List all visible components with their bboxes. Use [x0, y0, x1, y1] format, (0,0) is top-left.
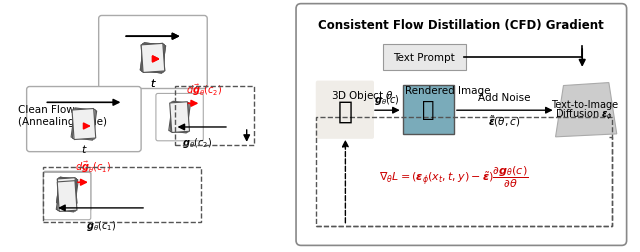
Polygon shape [58, 178, 77, 205]
FancyBboxPatch shape [44, 172, 91, 211]
Polygon shape [56, 177, 77, 205]
Text: Text Prompt: Text Prompt [394, 53, 455, 63]
Polygon shape [72, 109, 95, 140]
Polygon shape [140, 44, 166, 74]
Text: Clean Flow
(Annealing Time): Clean Flow (Annealing Time) [18, 105, 107, 127]
Polygon shape [140, 44, 166, 74]
Polygon shape [141, 44, 164, 73]
FancyBboxPatch shape [44, 173, 91, 220]
FancyBboxPatch shape [316, 81, 374, 139]
Text: $\nabla_\theta L = (\boldsymbol{\epsilon}_\phi(x_t, t, y) - \tilde{\boldsymbol{\: $\nabla_\theta L = (\boldsymbol{\epsilon… [380, 164, 529, 189]
Polygon shape [72, 109, 96, 140]
Text: Rendered Image: Rendered Image [404, 85, 490, 95]
Text: t: t [151, 78, 155, 88]
Text: $d\vec{\boldsymbol{g}}_\theta(c_1)$: $d\vec{\boldsymbol{g}}_\theta(c_1)$ [75, 159, 111, 175]
Text: t: t [82, 144, 86, 154]
Polygon shape [56, 177, 77, 205]
Text: 🏠: 🏠 [338, 99, 353, 123]
FancyBboxPatch shape [27, 87, 141, 152]
Text: $\tilde{\boldsymbol{\epsilon}}(\theta, c)$: $\tilde{\boldsymbol{\epsilon}}(\theta, c… [488, 115, 520, 129]
Polygon shape [170, 102, 189, 133]
Text: t: t [151, 78, 155, 88]
Text: $\boldsymbol{g}_\theta(c)$: $\boldsymbol{g}_\theta(c)$ [374, 93, 399, 107]
FancyBboxPatch shape [99, 16, 207, 89]
Text: Text-to-Image: Text-to-Image [550, 100, 618, 110]
Polygon shape [141, 45, 164, 73]
Text: $\boldsymbol{g}_\theta(c_1)$: $\boldsymbol{g}_\theta(c_1)$ [86, 218, 116, 232]
Polygon shape [58, 181, 77, 211]
Polygon shape [141, 44, 164, 73]
Polygon shape [58, 178, 76, 204]
FancyBboxPatch shape [403, 85, 454, 134]
Text: Consistent Flow Distillation (CFD) Gradient: Consistent Flow Distillation (CFD) Gradi… [319, 19, 604, 32]
Polygon shape [169, 102, 191, 134]
Polygon shape [56, 180, 78, 212]
Text: 🏠: 🏠 [422, 100, 435, 120]
Text: Diffusion $\boldsymbol{\epsilon}_\phi$: Diffusion $\boldsymbol{\epsilon}_\phi$ [555, 108, 613, 122]
Text: $\boldsymbol{g}_\theta(c_2)$: $\boldsymbol{g}_\theta(c_2)$ [182, 135, 212, 149]
Text: $d\vec{\boldsymbol{g}}_\theta(c_2)$: $d\vec{\boldsymbol{g}}_\theta(c_2)$ [186, 83, 222, 98]
Polygon shape [556, 83, 617, 137]
Polygon shape [58, 178, 76, 204]
FancyBboxPatch shape [156, 94, 204, 141]
Polygon shape [57, 181, 77, 212]
Polygon shape [170, 103, 189, 133]
FancyBboxPatch shape [296, 5, 627, 245]
Text: Add Noise: Add Noise [478, 93, 531, 103]
Polygon shape [141, 45, 164, 73]
FancyBboxPatch shape [383, 45, 466, 71]
Polygon shape [58, 178, 77, 205]
Polygon shape [71, 108, 97, 141]
Text: 3D Object $\theta$: 3D Object $\theta$ [331, 88, 393, 102]
